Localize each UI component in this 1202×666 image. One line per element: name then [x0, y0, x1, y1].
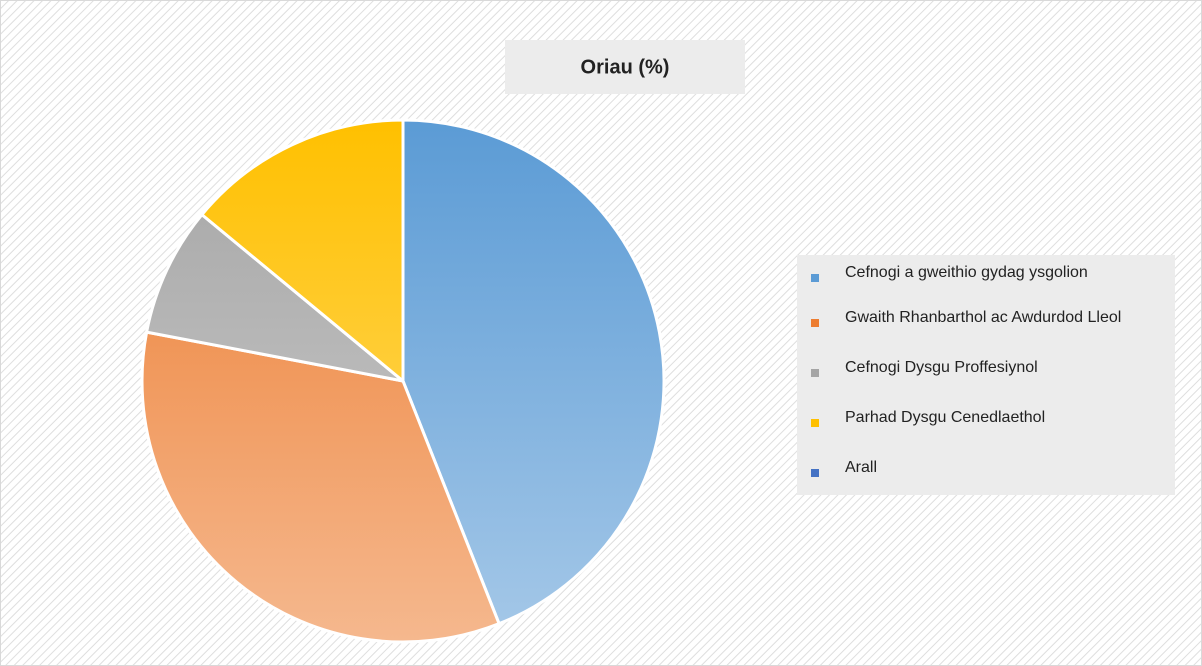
pie-slice [200, 118, 405, 383]
legend-label: Cefnogi a gweithio gydag ysgolion [845, 264, 1088, 281]
legend-swatch [811, 469, 819, 477]
chart-title: Oriau (%) [581, 56, 670, 78]
legend-label: Gwaith Rhanbarthol ac Awdurdod Lleol [845, 309, 1122, 326]
pie-slice [145, 213, 405, 383]
pie-slice [401, 118, 666, 626]
legend-swatch [811, 319, 819, 327]
legend-label: Arall [845, 459, 878, 476]
legend-label: Parhad Dysgu Cenedlaethol [845, 409, 1046, 426]
legend-swatch [811, 419, 819, 427]
pie [140, 118, 666, 644]
legend-swatch [811, 369, 819, 377]
title-box [505, 40, 745, 94]
legend: Cefnogi a gweithio gydag ysgolion Gwaith … [797, 255, 1175, 495]
legend-label: Cefnogi Dysgu Proffesiynol [845, 359, 1038, 376]
pie-slice [140, 330, 501, 644]
legend-swatch [811, 274, 819, 282]
